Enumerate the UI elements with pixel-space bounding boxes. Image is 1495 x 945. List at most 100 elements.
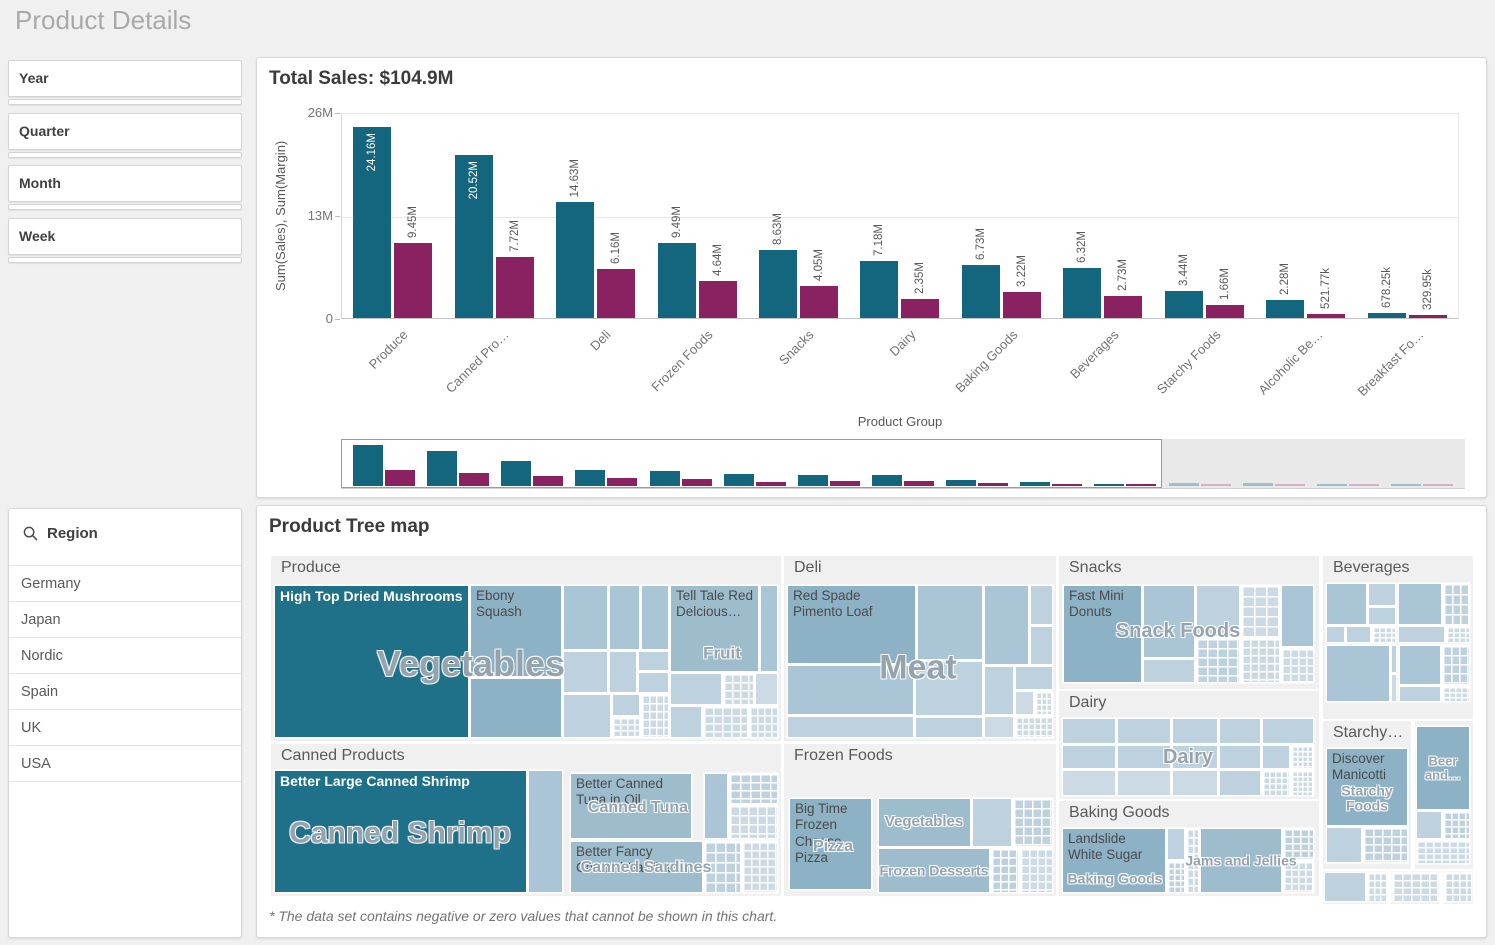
treemap-cell[interactable]	[1220, 771, 1260, 795]
treemap-cell[interactable]	[610, 652, 636, 692]
treemap-cell[interactable]: Better Fancy Canned Sardines	[571, 842, 702, 892]
treemap-cell[interactable]	[1392, 646, 1396, 672]
bar-sales[interactable]: 14.63M	[556, 159, 595, 318]
treemap-section-starchy[interactable]: Starchy… Discover Manicotti Starchy Foods	[1323, 721, 1411, 869]
treemap-cell[interactable]: Better Large Canned Shrimp	[275, 771, 526, 892]
region-item-japan[interactable]: Japan	[9, 602, 241, 638]
treemap-cell[interactable]	[756, 674, 777, 704]
treemap-cell[interactable]	[1173, 719, 1217, 743]
treemap-section-header[interactable]: Canned Products	[281, 747, 405, 764]
x-category-label[interactable]: Deli	[587, 327, 614, 354]
treemap-cell[interactable]	[705, 842, 740, 892]
treemap-cell[interactable]	[1187, 829, 1198, 892]
treemap-cell[interactable]	[1417, 727, 1469, 809]
x-category-label[interactable]: Canned Pro…	[443, 327, 513, 396]
treemap-cell[interactable]	[730, 774, 777, 803]
treemap-cell[interactable]	[529, 771, 562, 892]
treemap-section-header[interactable]: Dairy	[1069, 694, 1107, 711]
treemap-cell[interactable]	[985, 717, 1013, 737]
treemap-section-snacks[interactable]: Snacks Fast Mini Donuts Snack Foods	[1059, 556, 1319, 689]
filter-pane-quarter[interactable]: Quarter	[8, 113, 242, 158]
treemap-cell[interactable]	[916, 718, 982, 737]
treemap-cell[interactable]	[1201, 829, 1281, 892]
x-category-label[interactable]: Dairy	[886, 327, 919, 360]
region-item-nordic[interactable]: Nordic	[9, 638, 241, 674]
bar-margin[interactable]: 4.05M	[800, 249, 839, 318]
bar-sales[interactable]: 7.18M	[860, 224, 899, 318]
bar-sales[interactable]: 678.25k	[1367, 267, 1406, 318]
treemap-section-strip-2[interactable]	[1391, 871, 1439, 904]
treemap-cell[interactable]	[1399, 627, 1444, 642]
treemap-cell[interactable]	[1327, 646, 1389, 701]
treemap-cell[interactable]: Fast Mini Donuts	[1064, 586, 1141, 682]
bar-margin[interactable]: 6.16M	[597, 232, 636, 318]
treemap-cell[interactable]	[1417, 841, 1469, 863]
bar-sales[interactable]: 6.73M	[961, 228, 1000, 318]
x-category-label[interactable]: Alcoholic Be…	[1254, 327, 1326, 398]
x-category-label[interactable]: Breakfast Fo…	[1354, 327, 1427, 399]
treemap-section-header[interactable]: Snacks	[1069, 559, 1122, 576]
treemap-cell[interactable]	[642, 695, 668, 737]
treemap-section-header[interactable]: Starchy…	[1333, 724, 1404, 741]
treemap-cell[interactable]	[1016, 667, 1052, 689]
treemap-cell[interactable]	[788, 717, 913, 737]
treemap-cell[interactable]	[1400, 646, 1440, 684]
bar-margin[interactable]: 3.22M	[1002, 255, 1041, 318]
treemap-cell[interactable]	[1168, 862, 1184, 892]
x-category-label[interactable]: Beverages	[1067, 327, 1122, 382]
treemap-section-beer[interactable]: Beer and…	[1415, 721, 1473, 869]
treemap-cell[interactable]	[1373, 627, 1395, 642]
region-item-usa[interactable]: USA	[9, 746, 241, 782]
treemap-cell[interactable]	[564, 652, 607, 692]
treemap-cell[interactable]	[1144, 586, 1194, 657]
bar-margin[interactable]: 329.95k	[1408, 269, 1447, 318]
x-category-label[interactable]: Frozen Foods	[648, 327, 716, 395]
treemap-cell[interactable]	[613, 718, 639, 737]
region-item-uk[interactable]: UK	[9, 710, 241, 746]
treemap-cell[interactable]	[1118, 771, 1170, 795]
treemap-cell[interactable]: Discover Manicotti	[1327, 749, 1407, 825]
chart-scroll-navigator[interactable]	[341, 439, 1465, 489]
treemap-cell[interactable]	[1369, 584, 1395, 605]
treemap-cell[interactable]: Better Canned Tuna in Oil	[571, 774, 691, 838]
treemap-cell[interactable]	[1197, 586, 1239, 636]
treemap-cell[interactable]	[1263, 719, 1313, 743]
treemap-cell[interactable]	[1325, 873, 1365, 901]
treemap-cell[interactable]	[642, 586, 668, 649]
treemap-cell[interactable]	[639, 673, 668, 692]
treemap-cell[interactable]	[879, 799, 970, 846]
treemap-cell[interactable]	[1063, 746, 1115, 768]
treemap-cell[interactable]	[704, 707, 747, 737]
treemap-cell[interactable]	[471, 679, 561, 737]
treemap-cell[interactable]	[1144, 660, 1194, 682]
bar-sales[interactable]: 8.63M	[759, 213, 798, 318]
filter-pane-box[interactable]: Year	[8, 60, 242, 97]
treemap-cell[interactable]	[743, 842, 777, 892]
treemap-section-dairy[interactable]: Dairy Dairy	[1059, 691, 1319, 799]
treemap-cell[interactable]	[1016, 717, 1052, 737]
treemap-cell[interactable]	[1393, 873, 1437, 901]
x-category-label[interactable]: Baking Goods	[951, 327, 1021, 396]
treemap-section-header[interactable]: Beverages	[1333, 559, 1410, 576]
treemap-cell[interactable]	[1400, 687, 1440, 701]
bar-margin[interactable]: 2.35M	[901, 262, 940, 318]
treemap-cell[interactable]	[1364, 828, 1407, 862]
bar-sales[interactable]: 24.16M	[353, 127, 392, 318]
filter-pane-box[interactable]: Quarter	[8, 113, 242, 150]
treemap-cell[interactable]	[1444, 812, 1469, 838]
treemap-cell[interactable]	[1242, 639, 1279, 682]
treemap-cell[interactable]	[1282, 649, 1313, 682]
treemap-cell[interactable]	[1327, 627, 1344, 642]
treemap-cell[interactable]	[671, 674, 721, 704]
treemap-cell[interactable]: Tell Tale Red Delcious…	[671, 586, 758, 671]
treemap-cell[interactable]	[705, 774, 727, 838]
bar-sales[interactable]: 6.32M	[1063, 231, 1102, 318]
treemap-cell[interactable]	[1118, 719, 1170, 743]
bar-margin[interactable]: 1.66M	[1205, 268, 1244, 318]
treemap-cell[interactable]	[1447, 627, 1469, 642]
treemap-cell[interactable]	[671, 707, 701, 737]
treemap-cell[interactable]	[564, 695, 610, 737]
treemap-cell[interactable]	[1242, 586, 1279, 636]
treemap-cell[interactable]	[1173, 771, 1217, 795]
treemap-cell[interactable]: Ebony Squash	[471, 586, 561, 676]
